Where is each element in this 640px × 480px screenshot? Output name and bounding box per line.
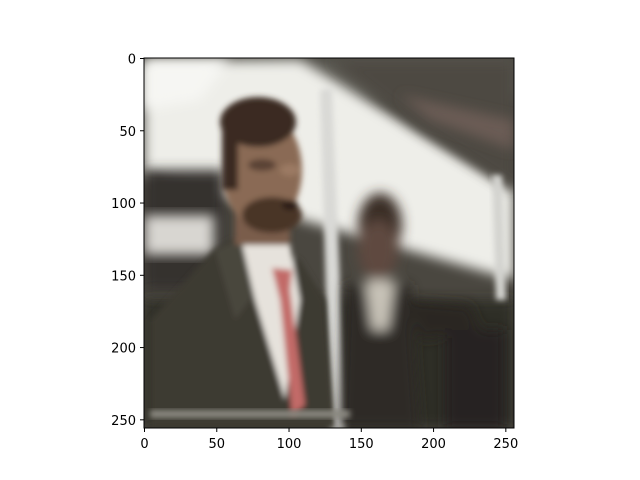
foreground-man [150,97,335,428]
x-tick-label: 200 [421,437,446,452]
x-tick-label: 50 [208,437,225,452]
y-tick-label: 200 [111,342,136,357]
x-tick-label: 250 [493,437,518,452]
x-tick-label: 100 [277,437,302,452]
y-tick-label: 100 [111,197,136,212]
y-tick-label: 150 [111,269,136,284]
tie [272,268,305,415]
grab-pole [320,88,346,428]
x-tick-label: 150 [349,437,374,452]
y-tick-label: 50 [119,125,136,140]
axes-frame [143,57,515,429]
background-man [340,193,505,428]
y-tick-label: 0 [128,53,136,68]
photo-image [144,58,514,428]
x-tick-label: 0 [140,437,148,452]
y-tick-label: 250 [111,414,136,429]
